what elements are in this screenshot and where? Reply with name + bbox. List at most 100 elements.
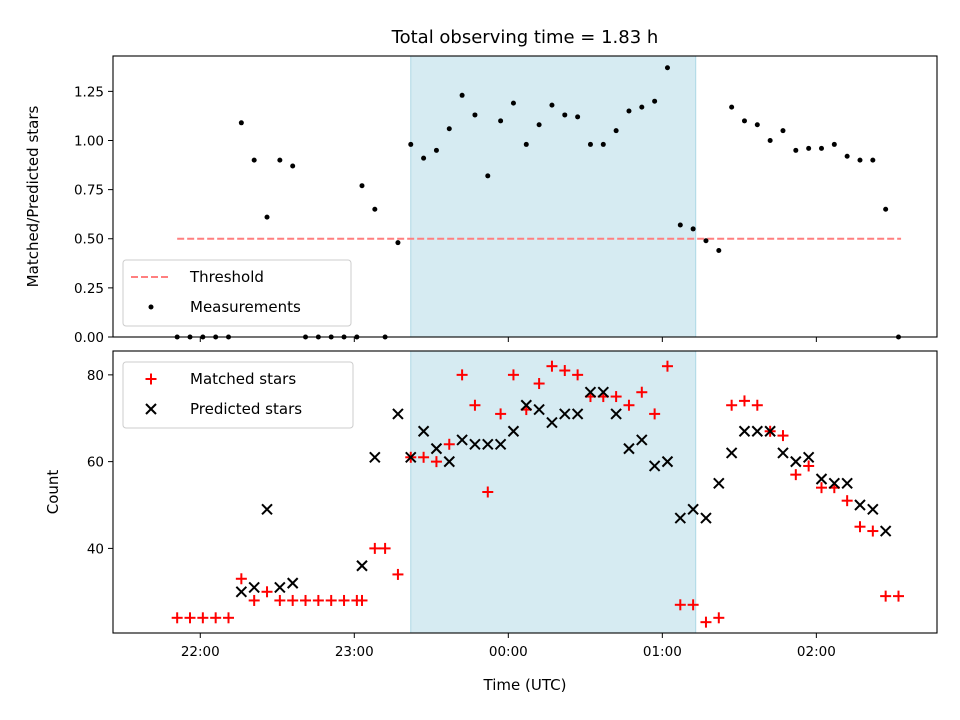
data-point bbox=[587, 141, 593, 147]
x-tick-label: 00:00 bbox=[489, 644, 528, 660]
data-point bbox=[274, 581, 286, 594]
data-point bbox=[392, 568, 404, 580]
data-point bbox=[764, 425, 776, 437]
data-point bbox=[610, 391, 622, 403]
data-point bbox=[880, 590, 892, 602]
observing-window-span bbox=[410, 55, 697, 338]
data-point bbox=[664, 65, 670, 71]
data-point bbox=[867, 525, 879, 537]
data-point bbox=[469, 438, 481, 450]
data-point bbox=[248, 594, 260, 606]
data-point bbox=[430, 442, 443, 455]
data-point bbox=[716, 248, 722, 254]
legend-marker bbox=[145, 403, 157, 415]
legend-marker bbox=[148, 304, 154, 310]
data-point bbox=[818, 145, 824, 151]
data-point bbox=[687, 599, 699, 611]
data-point bbox=[248, 581, 260, 594]
data-point bbox=[223, 612, 235, 624]
y-tick-label: 1.25 bbox=[74, 84, 104, 100]
data-point bbox=[870, 157, 876, 163]
data-point bbox=[546, 416, 558, 429]
legend-label: Threshold bbox=[189, 268, 264, 286]
data-point bbox=[261, 503, 273, 516]
data-point bbox=[510, 100, 516, 106]
data-point bbox=[392, 408, 404, 420]
data-point bbox=[325, 594, 337, 606]
series-predicted-stars bbox=[235, 386, 892, 598]
x-tick-label: 02:00 bbox=[797, 644, 836, 660]
data-point bbox=[456, 369, 468, 381]
data-point bbox=[803, 460, 815, 472]
top-panel: 0.00 0.25 0.50 0.75 1.00 1.25 Matched/Predicte… bbox=[24, 55, 938, 346]
data-point bbox=[806, 145, 812, 151]
data-point bbox=[649, 408, 661, 420]
data-point bbox=[648, 460, 661, 472]
data-point bbox=[575, 114, 581, 120]
data-point bbox=[738, 395, 750, 407]
data-point bbox=[777, 430, 789, 442]
legend: Matched stars Predicted stars bbox=[122, 361, 354, 429]
data-point bbox=[802, 451, 815, 463]
data-point bbox=[369, 451, 381, 463]
axes-frame bbox=[112, 350, 938, 634]
data-point bbox=[372, 206, 378, 212]
y-axis-label: Count bbox=[44, 470, 62, 515]
data-point bbox=[623, 442, 635, 455]
data-point bbox=[171, 612, 183, 624]
data-point bbox=[495, 408, 507, 420]
data-point bbox=[210, 612, 222, 624]
data-point bbox=[533, 403, 545, 416]
data-point bbox=[674, 512, 687, 524]
data-point bbox=[277, 157, 283, 163]
data-point bbox=[828, 477, 841, 490]
data-point bbox=[674, 599, 686, 611]
data-point bbox=[584, 386, 597, 398]
data-point bbox=[780, 128, 786, 134]
data-point bbox=[597, 386, 609, 398]
data-point bbox=[421, 155, 427, 161]
data-point bbox=[661, 360, 673, 372]
data-point bbox=[687, 503, 699, 516]
bottom-panel: 40 60 80 22:00 23:00 00:00 01:00 02:00 Count Matc… bbox=[44, 350, 938, 660]
observing-window-span bbox=[410, 350, 697, 634]
legend-box bbox=[122, 259, 352, 327]
legend-label: Measurements bbox=[190, 298, 301, 316]
data-point bbox=[623, 399, 635, 411]
data-point bbox=[261, 586, 273, 598]
data-point bbox=[815, 482, 827, 494]
data-point bbox=[536, 122, 542, 128]
y-tick-label: 0.75 bbox=[74, 183, 104, 199]
data-point bbox=[867, 503, 879, 516]
data-point bbox=[790, 469, 802, 481]
data-point bbox=[359, 183, 365, 189]
data-point bbox=[482, 438, 494, 450]
x-tick-label: 23:00 bbox=[335, 644, 374, 660]
data-point bbox=[286, 577, 299, 589]
data-point bbox=[700, 512, 712, 524]
data-point bbox=[626, 108, 632, 114]
data-point bbox=[636, 434, 648, 446]
data-point bbox=[559, 408, 571, 420]
data-point bbox=[546, 360, 558, 372]
data-point bbox=[197, 612, 209, 624]
data-point bbox=[443, 438, 455, 450]
data-point bbox=[677, 222, 683, 228]
data-point bbox=[751, 425, 764, 437]
data-point bbox=[356, 594, 368, 606]
data-point bbox=[713, 612, 725, 624]
x-tick-label: 22:00 bbox=[181, 644, 220, 660]
legend-box bbox=[122, 361, 354, 429]
data-point bbox=[751, 399, 763, 411]
data-point bbox=[790, 455, 802, 468]
y-tick-label: 0.25 bbox=[74, 281, 104, 297]
data-point bbox=[879, 525, 892, 537]
data-point bbox=[520, 399, 532, 411]
y-tick-label: 60 bbox=[87, 455, 104, 471]
data-point bbox=[777, 447, 789, 459]
data-point bbox=[235, 573, 247, 585]
x-axis-label: Time (UTC) bbox=[483, 676, 567, 694]
data-point bbox=[498, 118, 504, 124]
data-point bbox=[430, 456, 442, 468]
